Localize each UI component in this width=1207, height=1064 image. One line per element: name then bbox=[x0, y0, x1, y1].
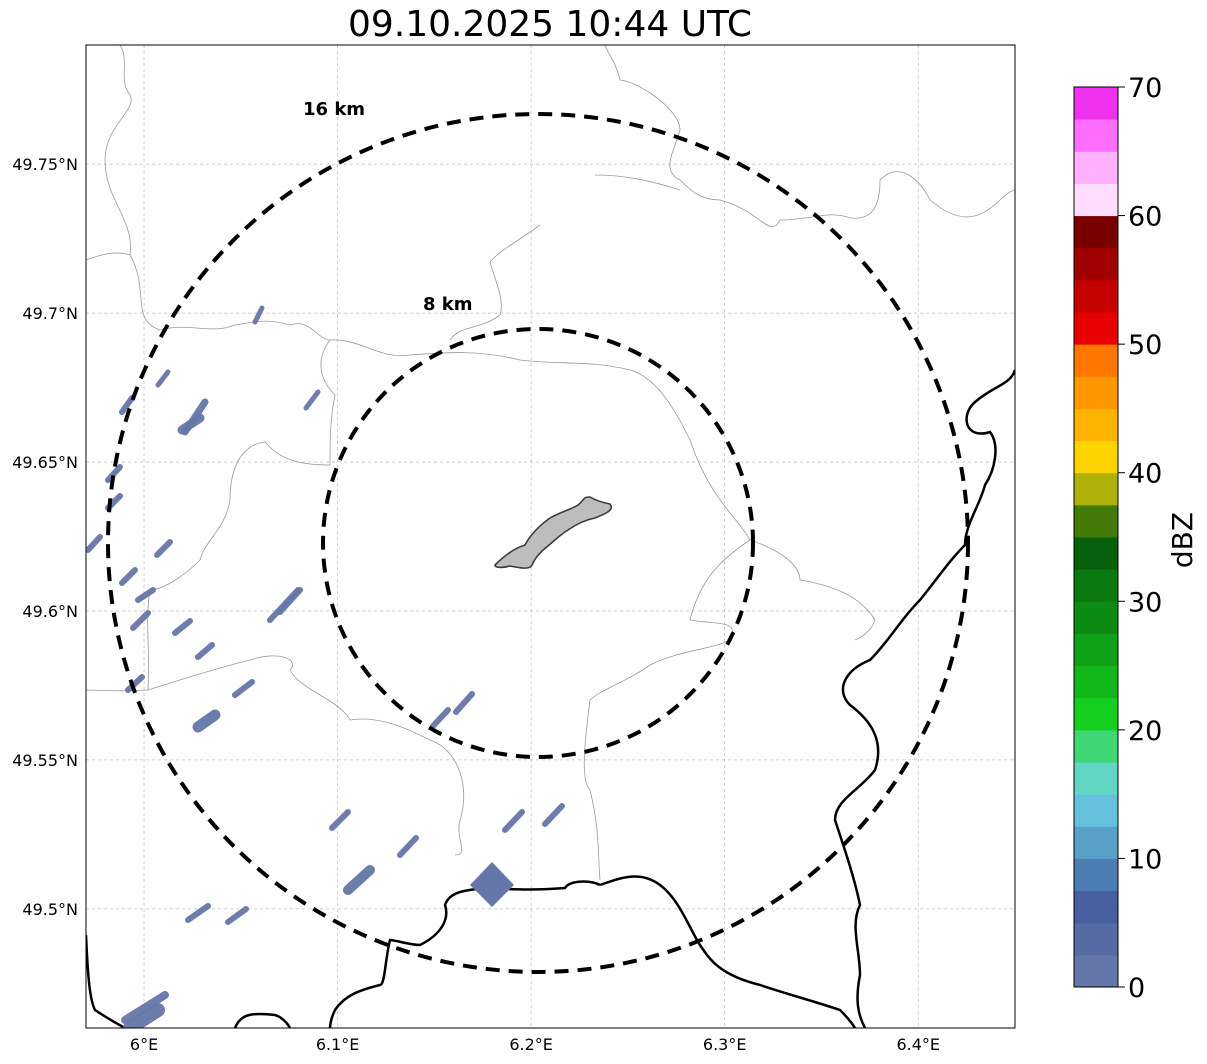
range-ring-label-8km: 8 km bbox=[423, 294, 473, 315]
plot-frame bbox=[85, 44, 1016, 1029]
radar-echo bbox=[303, 389, 321, 411]
map-title: 09.10.2025 10:44 UTC bbox=[347, 4, 753, 45]
radar-echo bbox=[123, 1003, 165, 1028]
range-rings bbox=[106, 112, 970, 974]
colorbar-label: dBZ bbox=[1166, 512, 1199, 568]
radar-echo bbox=[155, 369, 171, 388]
colorbar-segment bbox=[1074, 537, 1118, 570]
radar-echo bbox=[130, 610, 151, 631]
radar-echo bbox=[172, 618, 193, 636]
lat-tick-label: 49.5°N bbox=[22, 900, 78, 919]
colorbar-segment bbox=[1074, 215, 1118, 249]
colorbar-segment bbox=[1074, 408, 1118, 442]
radar-echo bbox=[105, 464, 123, 483]
colorbar-segment bbox=[1074, 504, 1118, 538]
colorbar-segment bbox=[1074, 472, 1118, 506]
radar-echo bbox=[252, 305, 265, 325]
colorbar-segment bbox=[1074, 279, 1118, 313]
colorbar-segment bbox=[1074, 954, 1118, 988]
colorbar-segment bbox=[1074, 601, 1118, 634]
colorbar-segment bbox=[1074, 247, 1118, 281]
colorbar-segment bbox=[1074, 569, 1118, 602]
colorbar-segment bbox=[1074, 826, 1118, 859]
colorbar-tick-label: 50 bbox=[1128, 330, 1162, 361]
axis-tick-labels: 6°E 6.1°E 6.2°E 6.3°E 6.4°E 49.5°N 49.55°N 49.6… bbox=[12, 155, 940, 1054]
colorbar-tick-label: 40 bbox=[1128, 459, 1162, 490]
radar-echo bbox=[430, 707, 451, 729]
colorbar-segment bbox=[1074, 344, 1118, 377]
radar-echoes bbox=[86, 305, 565, 1028]
radar-echo bbox=[185, 903, 211, 923]
radar-echo bbox=[397, 835, 419, 858]
colorbar-segment bbox=[1074, 633, 1118, 667]
lat-tick-label: 49.7°N bbox=[22, 304, 78, 323]
radar-echo bbox=[329, 809, 351, 831]
colorbar-segment bbox=[1074, 440, 1118, 474]
colorbar-segment bbox=[1074, 729, 1118, 763]
radar-echo bbox=[470, 862, 514, 907]
radar-echo bbox=[135, 587, 156, 603]
colorbar-tick-label: 70 bbox=[1128, 73, 1162, 104]
radar-echo bbox=[277, 587, 303, 615]
lat-tick-label: 49.6°N bbox=[22, 602, 78, 621]
lon-tick-label: 6.2°E bbox=[509, 1035, 553, 1054]
colorbar-segment bbox=[1074, 922, 1118, 956]
radar-echo bbox=[121, 991, 169, 1024]
colorbar-tick-label: 60 bbox=[1128, 202, 1162, 233]
radar-echo bbox=[195, 642, 215, 660]
colorbar-segment bbox=[1074, 762, 1118, 795]
colorbar-segment bbox=[1074, 858, 1118, 892]
colorbar-tick-label: 0 bbox=[1128, 973, 1145, 1004]
colorbar-segment bbox=[1074, 890, 1118, 924]
colorbar-tick-label: 30 bbox=[1128, 587, 1162, 618]
colorbar-tick-label: 20 bbox=[1128, 716, 1162, 747]
admin-boundaries bbox=[86, 45, 1015, 881]
colorbar-segment bbox=[1074, 376, 1118, 409]
national-borders bbox=[86, 369, 1015, 1028]
colorbar-segment bbox=[1074, 183, 1118, 217]
map-gridlines bbox=[86, 45, 1015, 1028]
lat-tick-label: 49.55°N bbox=[12, 751, 78, 770]
range-ring-label-16km: 16 km bbox=[303, 99, 365, 120]
radar-echo bbox=[225, 906, 249, 925]
radar-echo bbox=[119, 567, 138, 586]
radar-echo bbox=[125, 674, 145, 693]
colorbar-segment bbox=[1074, 794, 1118, 827]
radar-echo bbox=[502, 809, 525, 833]
colorbar-segment bbox=[1074, 697, 1118, 731]
colorbar-segment bbox=[1074, 119, 1118, 152]
radar-echo bbox=[542, 803, 565, 827]
lat-tick-label: 49.75°N bbox=[12, 155, 78, 174]
colorbar: 0 10 20 30 40 50 60 70 bbox=[1073, 73, 1162, 1004]
radar-echo bbox=[343, 865, 375, 895]
lon-tick-label: 6.3°E bbox=[703, 1035, 747, 1054]
colorbar-segment bbox=[1074, 87, 1118, 120]
radar-echo bbox=[154, 539, 173, 558]
colorbar-segment bbox=[1074, 665, 1118, 699]
lon-tick-label: 6.4°E bbox=[896, 1035, 940, 1054]
lon-tick-label: 6°E bbox=[130, 1035, 158, 1054]
colorbar-frame bbox=[1073, 86, 1119, 988]
radar-echo bbox=[232, 679, 255, 698]
radar-echo bbox=[192, 709, 221, 733]
radar-echo bbox=[86, 534, 103, 553]
colorbar-segment bbox=[1074, 151, 1118, 184]
radar-echo bbox=[119, 395, 135, 415]
lon-tick-label: 6.1°E bbox=[316, 1035, 360, 1054]
range-ring-16km bbox=[106, 112, 970, 974]
colorbar-tick-label: 10 bbox=[1128, 844, 1162, 875]
range-ring-8km bbox=[321, 327, 755, 759]
colorbar-segment bbox=[1074, 312, 1118, 345]
lat-tick-label: 49.65°N bbox=[12, 453, 78, 472]
radar-echo bbox=[177, 413, 205, 435]
radar-echo bbox=[453, 691, 475, 715]
city-area bbox=[494, 496, 613, 569]
